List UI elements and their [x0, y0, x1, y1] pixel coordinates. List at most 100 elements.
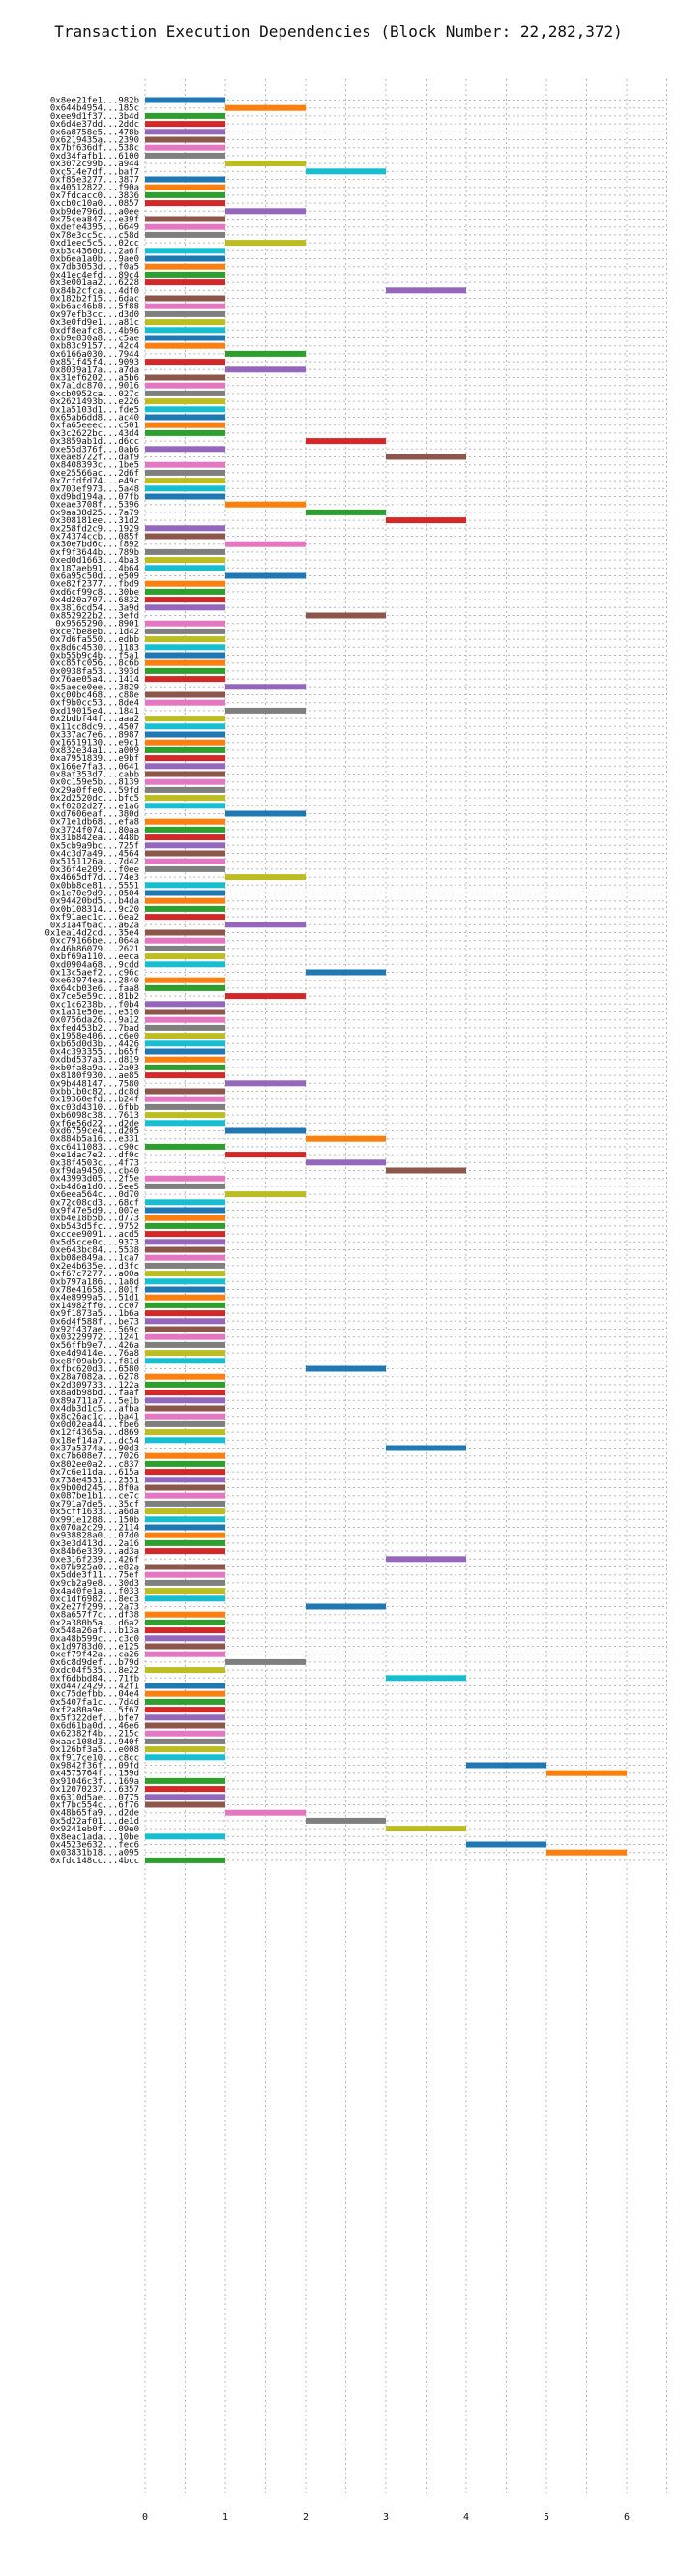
transaction-label: 0x4e8999a5...51d1 [50, 1294, 139, 1303]
transaction-label: 0x884b5a16...e331 [50, 1135, 139, 1145]
transaction-label: 0xc75defbb...04e4 [50, 1690, 139, 1700]
transaction-label: 0x2621493b...e226 [50, 397, 139, 407]
transaction-label: 0xf0282d27...e1a6 [50, 802, 139, 811]
transaction-bar [145, 129, 225, 135]
transaction-label: 0x28a7082a...6278 [50, 1373, 139, 1383]
transaction-bar [145, 248, 225, 254]
transaction-bar [145, 1777, 225, 1784]
transaction-label: 0x2bdbf44f...aaa2 [50, 715, 139, 724]
transaction-bar [225, 810, 306, 817]
transaction-label: 0x31a4f6ac...a62a [50, 921, 139, 930]
transaction-bar [145, 1390, 225, 1396]
transaction-bar [145, 580, 225, 587]
transaction-label: 0x5aece0ee...3829 [50, 683, 139, 692]
transaction-label: 0x738e4531...2551 [50, 1476, 139, 1485]
transaction-label: 0x852922b2...3efd [50, 612, 139, 622]
transaction-label: 0xcb0c10a0...0857 [50, 199, 139, 209]
transaction-bar [145, 1064, 225, 1070]
transaction-label: 0x1ea14d2cd...35e4 [44, 929, 139, 939]
transaction-bar [225, 707, 306, 714]
transaction-label: 0x337ac7e6...8987 [50, 731, 139, 741]
transaction-label: 0x9f1873a5...1b6a [50, 1309, 139, 1319]
transaction-bar [145, 231, 225, 238]
transaction-bar [145, 1833, 225, 1840]
transaction-label: 0xce7be8eb...1d42 [50, 628, 139, 637]
transaction-bar [145, 184, 225, 190]
transaction-bar [145, 771, 225, 777]
transaction-label: 0xe63974ea...2840 [50, 977, 139, 986]
transaction-bar [225, 1080, 306, 1087]
transaction-label: 0x9aa38d25...7a79 [50, 509, 139, 518]
transaction-label: 0xa7951839...e9bf [50, 754, 139, 764]
transaction-bar [145, 691, 225, 698]
transaction-bar [145, 1033, 225, 1039]
transaction-bar [145, 731, 225, 738]
transaction-bar [145, 1477, 225, 1483]
transaction-bar [145, 882, 225, 889]
transaction-label: 0x9f47e5d9...007e [50, 1207, 139, 1216]
transaction-bar [145, 652, 225, 659]
transaction-bar [225, 684, 306, 690]
transaction-label: 0x13c5aef2...c96c [50, 969, 139, 979]
transaction-bar [145, 865, 225, 872]
transaction-label: 0x6d61ba0d...46e6 [50, 1722, 139, 1732]
transaction-label: 0x38f4503c...4f73 [50, 1158, 139, 1168]
transaction-bar [145, 1579, 225, 1586]
transaction-bar [145, 1683, 225, 1689]
transaction-label: 0x76ae05a4...1414 [50, 675, 139, 685]
transaction-label: 0x97efb3cc...d3d0 [50, 310, 139, 320]
transaction-bar [145, 121, 225, 128]
transaction-label: 0xb4e18b5b...d773 [50, 1215, 139, 1224]
transaction-label: 0x938828a0...07d0 [50, 1532, 139, 1541]
transaction-bar [225, 104, 306, 111]
transaction-label: 0x5cff1633...a6da [50, 1508, 139, 1517]
transaction-bar [145, 644, 225, 651]
transaction-label: 0xd6759ce4...d205 [50, 1127, 139, 1137]
transaction-label: 0xb9de796d...a0ee [50, 207, 139, 217]
transaction-bar [145, 1492, 225, 1499]
transaction-label: 0xb6ea1a0b...9ae0 [50, 255, 139, 265]
y-axis-labels: 0x8ee21fe1...982b0x644b4954...185c0xee9d… [44, 97, 139, 1866]
transaction-label: 0xfa65eeec...c501 [50, 422, 139, 431]
transaction-bar [145, 834, 225, 841]
transaction-label: 0xa48b599c...c3c0 [50, 1634, 139, 1644]
transaction-bar [145, 818, 225, 825]
transaction-bar [386, 1675, 466, 1682]
transaction-bar [145, 1088, 225, 1095]
transaction-label: 0xf2a80a9e...5f67 [50, 1706, 139, 1715]
transaction-label: 0x41ec4efd...89c4 [50, 271, 139, 280]
transaction-label: 0x1d9783d0...e125 [50, 1643, 139, 1653]
transaction-bar [145, 1786, 225, 1793]
transaction-label: 0x4a40fe1a...f033 [50, 1587, 139, 1596]
transaction-label: 0x84b2cfca...4df0 [50, 286, 139, 296]
transaction-label: 0x2e4b635e...d3fc [50, 1262, 139, 1272]
transaction-bar [145, 493, 225, 500]
transaction-label: 0xb6ac46b8...5f88 [50, 303, 139, 312]
transaction-bar [145, 937, 225, 944]
transaction-bar [225, 1658, 306, 1665]
transaction-bar [546, 1849, 627, 1856]
transaction-label: 0x3072c99b...a944 [50, 160, 139, 169]
transaction-bar [145, 478, 225, 484]
transaction-bar [145, 1698, 225, 1705]
transaction-bar [145, 271, 225, 278]
x-tick-label: 6 [624, 2512, 630, 2523]
transaction-label: 0x4523e632...fec6 [50, 1841, 139, 1851]
transaction-label: 0x9b00d245...8f0a [50, 1484, 139, 1494]
transaction-bar [145, 525, 225, 532]
transaction-bar [145, 803, 225, 809]
transaction-bar [145, 152, 225, 159]
transaction-bar [145, 716, 225, 722]
transaction-bar [145, 604, 225, 611]
transaction-label: 0x71e1db68...efa8 [50, 818, 139, 828]
transaction-bar [145, 136, 225, 143]
transaction-bar [145, 406, 225, 413]
x-tick-label: 1 [222, 2512, 228, 2523]
transaction-bar [145, 1857, 225, 1863]
transaction-label: 0x48b65fa9...d2de [50, 1809, 139, 1819]
transaction-bar [145, 1350, 225, 1357]
transaction-bar [145, 778, 225, 785]
transaction-bar [145, 1199, 225, 1206]
transaction-label: 0x40512822...f90a [50, 184, 139, 193]
x-tick-label: 3 [383, 2512, 389, 2523]
